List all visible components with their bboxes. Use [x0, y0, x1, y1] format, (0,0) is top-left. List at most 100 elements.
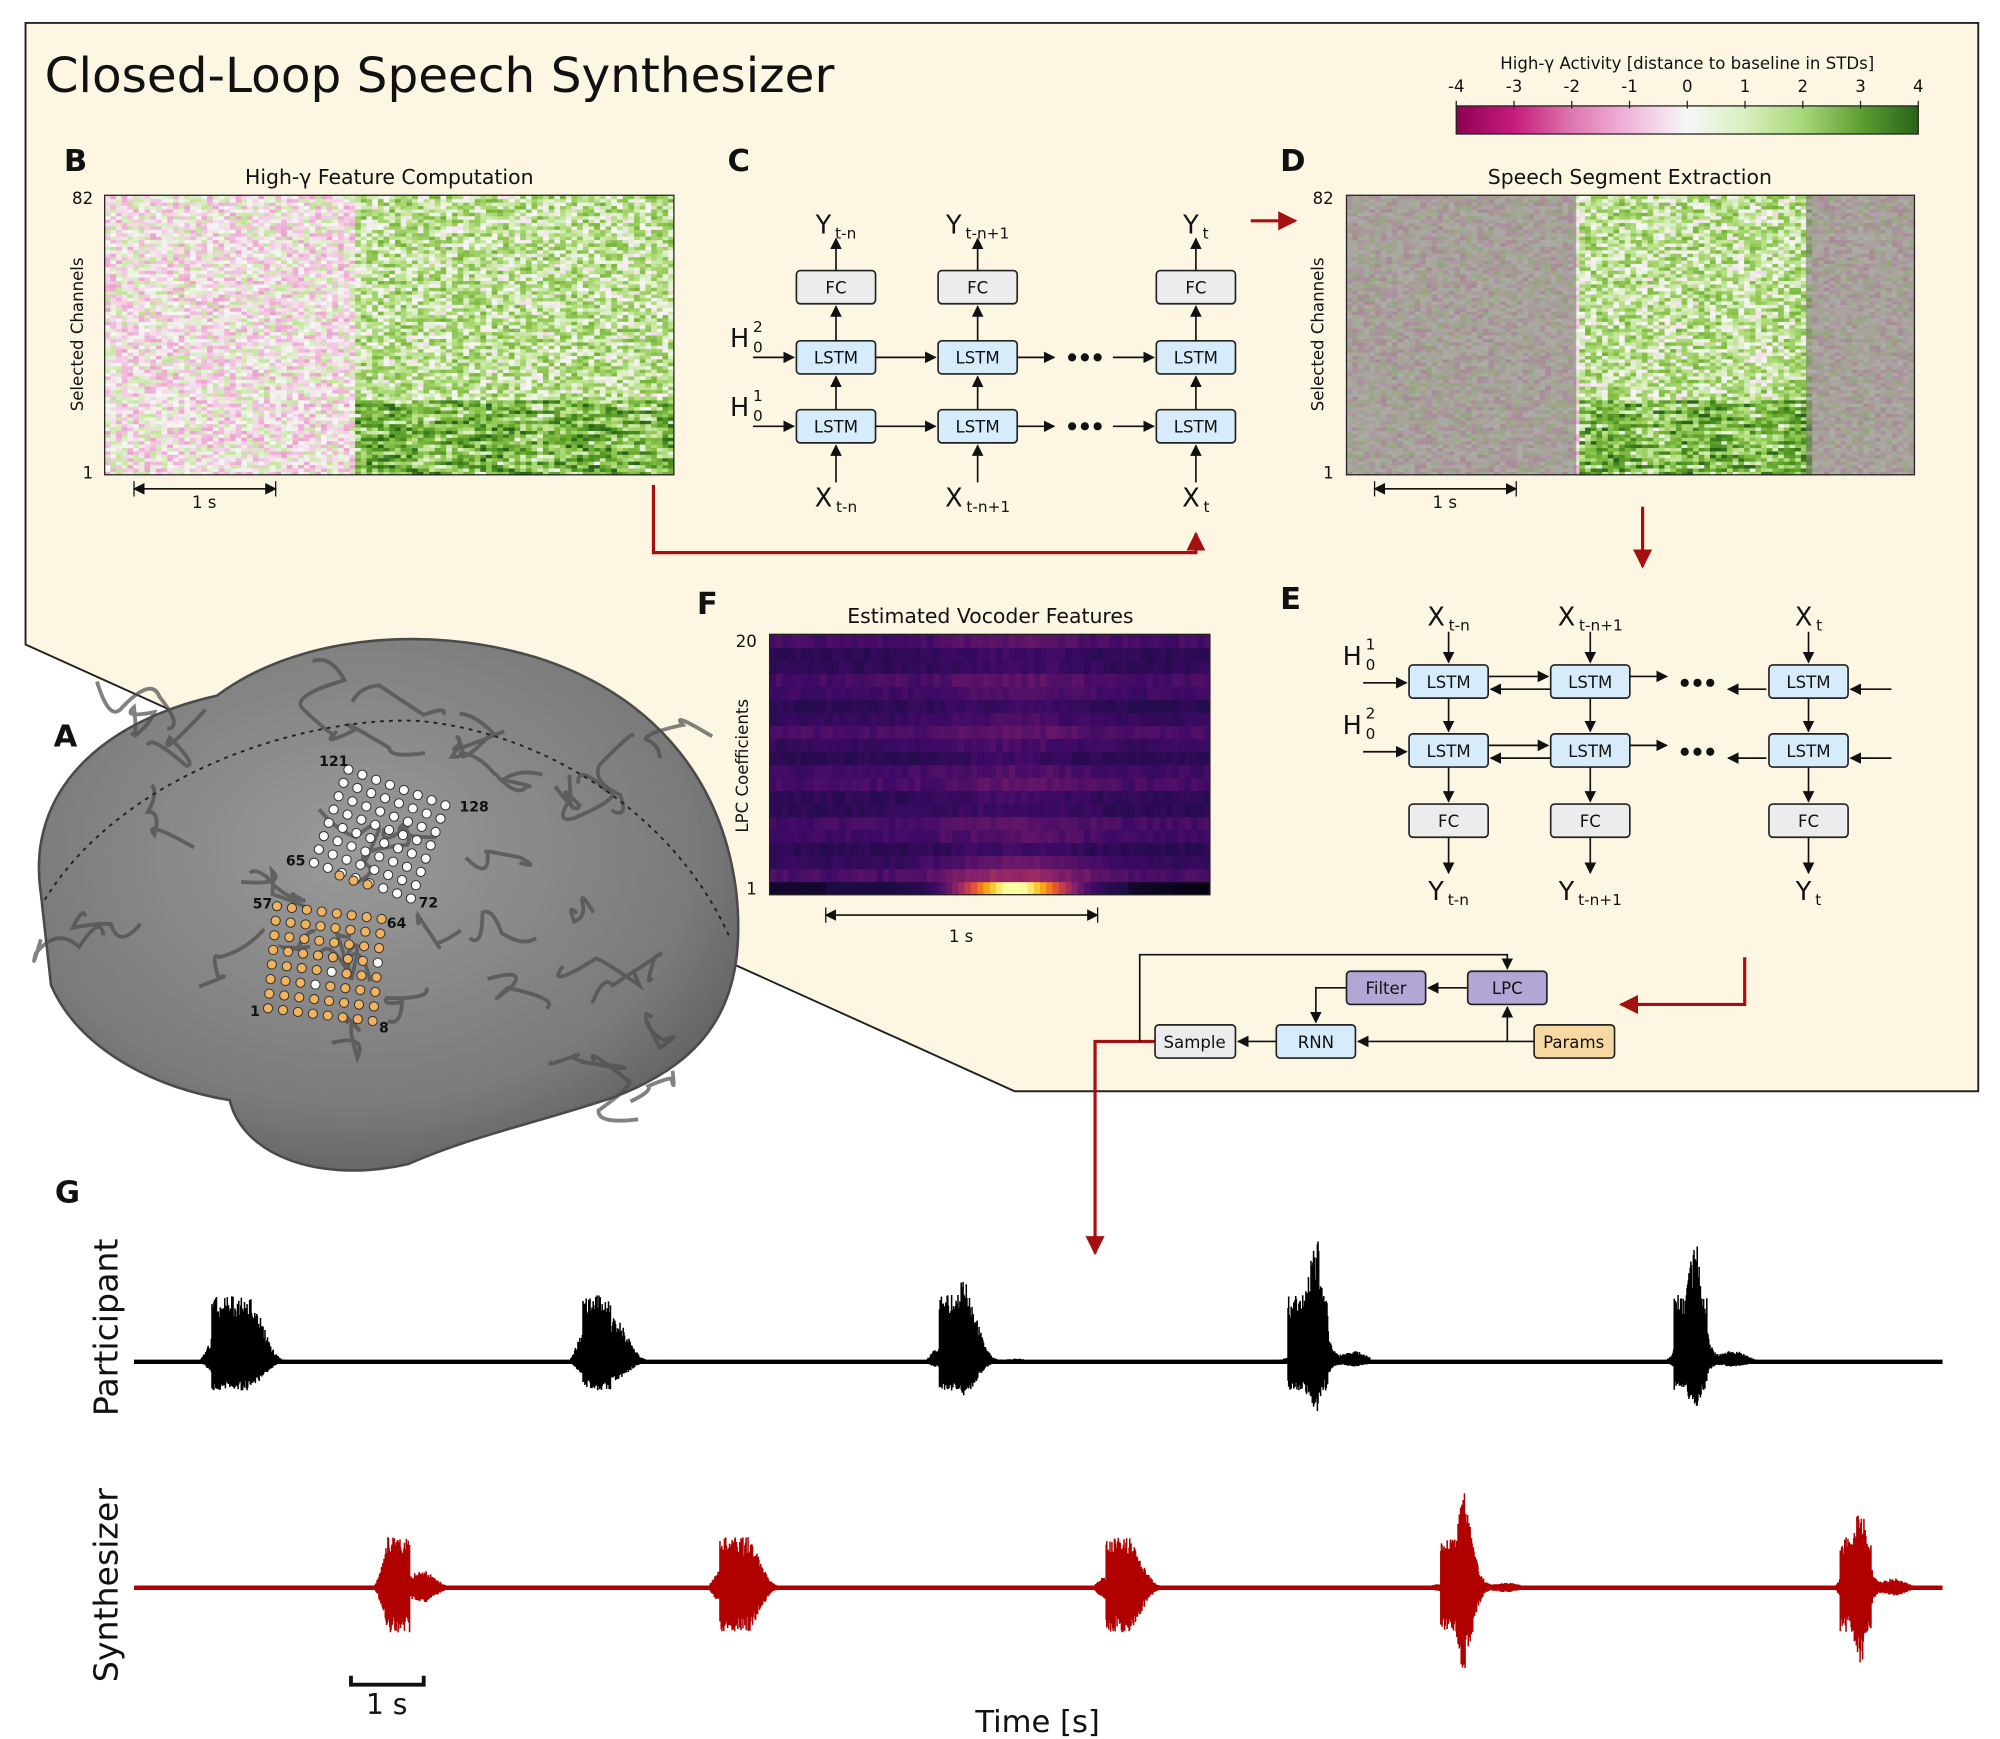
heatmap-cell [520, 468, 526, 472]
heatmap-cell [105, 410, 111, 414]
heatmap-cell [543, 417, 549, 421]
heatmap-cell [150, 441, 156, 445]
heatmap-cell [441, 427, 447, 431]
heatmap-cell [298, 407, 304, 411]
heatmap-cell [338, 396, 344, 400]
heatmap-cell [378, 427, 384, 431]
heatmap-cell [515, 451, 521, 455]
heatmap-cell [293, 417, 299, 421]
heatmap-cell [167, 424, 173, 428]
heatmap-cell [446, 454, 452, 458]
heatmap-cell [600, 451, 606, 455]
heatmap-cell [389, 410, 395, 414]
heatmap-cell [503, 396, 509, 400]
heatmap-cell [264, 413, 270, 417]
heatmap-cell [492, 444, 498, 448]
heatmap-cell [406, 451, 412, 455]
heatmap-cell [554, 427, 560, 431]
heatmap-cell [475, 413, 481, 417]
heatmap-cell [395, 403, 401, 407]
heatmap-cell [349, 427, 355, 431]
heatmap-cell [344, 451, 350, 455]
heatmap-cell [281, 417, 287, 421]
heatmap-cell [224, 403, 230, 407]
heatmap-cell [628, 413, 634, 417]
heatmap-cell [480, 441, 486, 445]
heatmap-cell [190, 448, 196, 452]
heatmap-cell [657, 430, 663, 434]
heatmap-cell [315, 458, 321, 462]
heatmap-cell [452, 461, 458, 465]
heatmap-cell [463, 461, 469, 465]
heatmap-cell [651, 410, 657, 414]
heatmap-cell [446, 403, 452, 407]
heatmap-cell [287, 427, 293, 431]
heatmap-cell [275, 410, 281, 414]
heatmap-cell [367, 468, 373, 472]
heatmap-cell [441, 441, 447, 445]
heatmap-cell [577, 417, 583, 421]
heatmap-cell [566, 444, 572, 448]
heatmap-cell [389, 437, 395, 441]
heatmap-cell [509, 430, 515, 434]
heatmap-cell [355, 451, 361, 455]
heatmap-cell [469, 403, 475, 407]
heatmap-cell [201, 407, 207, 411]
heatmap-cell [549, 444, 555, 448]
heatmap-cell [264, 393, 270, 397]
heatmap-cell [145, 458, 151, 462]
heatmap-cell [645, 458, 651, 462]
heatmap-cell [179, 413, 185, 417]
heatmap-cell [640, 413, 646, 417]
heatmap-cell [110, 437, 116, 441]
heatmap-cell [105, 448, 111, 452]
heatmap-cell [606, 465, 612, 469]
heatmap-cell [207, 417, 213, 421]
heatmap-cell [606, 413, 612, 417]
heatmap-cell [452, 407, 458, 411]
heatmap-cell [321, 448, 327, 452]
heatmap-cell [645, 396, 651, 400]
heatmap-cell [469, 458, 475, 462]
heatmap-cell [458, 458, 464, 462]
heatmap-cell [236, 393, 242, 397]
heatmap-cell [253, 441, 259, 445]
heatmap-cell [321, 403, 327, 407]
heatmap-cell [219, 454, 225, 458]
heatmap-cell [213, 427, 219, 431]
heatmap-cell [167, 434, 173, 438]
heatmap-cell [589, 437, 595, 441]
heatmap-cell [207, 437, 213, 441]
heatmap-cell [327, 451, 333, 455]
heatmap-cell [651, 451, 657, 455]
heatmap-cell [480, 427, 486, 431]
heatmap-cell [663, 444, 669, 448]
heatmap-cell [253, 403, 259, 407]
heatmap-cell [315, 468, 321, 472]
heatmap-cell [133, 396, 139, 400]
heatmap-cell [412, 444, 418, 448]
heatmap-cell [492, 451, 498, 455]
heatmap-cell [344, 448, 350, 452]
heatmap-cell [156, 403, 162, 407]
heatmap-cell [264, 424, 270, 428]
heatmap-cell [463, 424, 469, 428]
heatmap-cell [122, 465, 128, 469]
heatmap-cell [367, 403, 373, 407]
heatmap-cell [184, 390, 190, 394]
heatmap-cell [173, 441, 179, 445]
heatmap-cell [264, 390, 270, 394]
heatmap-cell [492, 400, 498, 404]
heatmap-cell [657, 413, 663, 417]
heatmap-cell [475, 434, 481, 438]
heatmap-cell [554, 454, 560, 458]
heatmap-cell [566, 417, 572, 421]
heatmap-cell [310, 468, 316, 472]
heatmap-cell [327, 465, 333, 469]
heatmap-cell [560, 458, 566, 462]
heatmap-cell [105, 437, 111, 441]
heatmap-cell [184, 420, 190, 424]
heatmap-cell [184, 441, 190, 445]
heatmap-cell [355, 441, 361, 445]
heatmap-cell [236, 458, 242, 462]
